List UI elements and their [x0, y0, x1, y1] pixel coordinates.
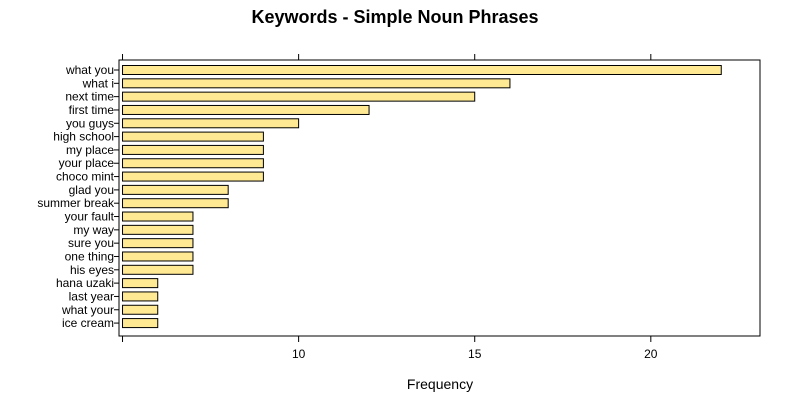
bar	[122, 238, 194, 249]
bar	[122, 198, 229, 209]
bar	[122, 251, 194, 262]
bar	[122, 91, 476, 102]
x-tick-label: 20	[644, 347, 658, 361]
category-label: one thing	[65, 249, 114, 263]
chart-title: Keywords - Simple Noun Phrases	[251, 7, 538, 27]
category-label: you guys	[66, 116, 114, 130]
bar	[122, 211, 194, 222]
y-ticks-layer	[114, 69, 119, 324]
category-label: what i	[82, 76, 114, 90]
bar	[122, 264, 194, 275]
bar	[122, 144, 264, 155]
category-label: first time	[69, 103, 115, 117]
bar	[122, 318, 159, 329]
bar	[122, 65, 722, 75]
bar	[122, 78, 511, 89]
category-label: ice cream	[62, 316, 114, 330]
category-label: his eyes	[70, 263, 114, 277]
bar	[122, 158, 264, 169]
category-label: my way	[73, 223, 114, 237]
bar	[122, 184, 229, 195]
category-label: summer break	[37, 196, 115, 210]
category-label: what your	[61, 303, 114, 317]
category-label: sure you	[68, 236, 114, 250]
category-label: your place	[59, 156, 115, 170]
x-tick-label: 15	[468, 347, 482, 361]
bar	[122, 171, 264, 182]
category-label: my place	[66, 143, 114, 157]
category-label: hana uzaki	[56, 276, 114, 290]
category-label: next time	[65, 90, 114, 104]
bar	[122, 104, 370, 115]
bar	[122, 304, 159, 315]
category-label: high school	[53, 130, 114, 144]
x-tick-label: 10	[292, 347, 306, 361]
bar	[122, 291, 159, 302]
bar	[122, 224, 194, 235]
category-label: choco mint	[56, 170, 115, 184]
x-ticks-layer: 10 15 20	[122, 54, 658, 361]
bar	[122, 131, 264, 142]
category-label: glad you	[69, 183, 114, 197]
category-label: your fault	[65, 210, 115, 224]
category-label: last year	[69, 289, 114, 303]
bar	[122, 118, 300, 129]
category-label: what you	[65, 63, 114, 77]
plot-frame	[118, 59, 761, 337]
bars-layer	[122, 65, 722, 329]
x-axis-title: Frequency	[407, 376, 473, 392]
bar	[122, 278, 159, 289]
